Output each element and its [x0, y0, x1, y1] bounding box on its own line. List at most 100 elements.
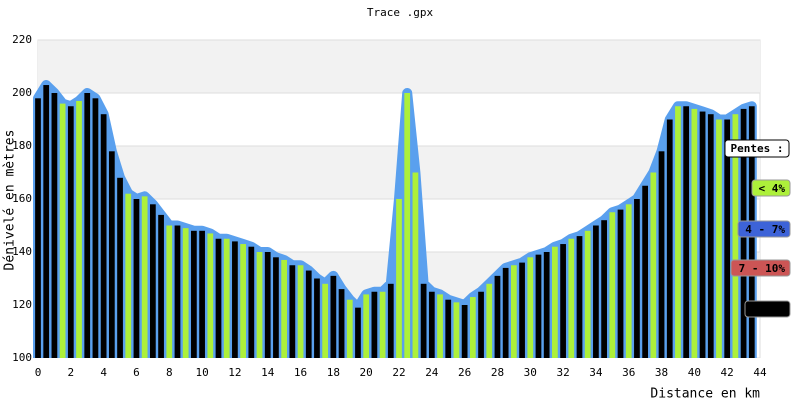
- bar: [371, 291, 378, 358]
- x-tick-label: 36: [622, 366, 635, 379]
- bar: [666, 119, 673, 358]
- bar: [445, 299, 452, 358]
- bar: [650, 172, 657, 358]
- bar: [625, 204, 632, 358]
- bar: [593, 225, 599, 358]
- x-tick-label: 38: [655, 366, 668, 379]
- bar: [658, 151, 665, 358]
- bar: [724, 119, 731, 358]
- bar: [412, 172, 419, 358]
- bar: [289, 265, 296, 358]
- bar: [322, 283, 329, 358]
- x-tick-label: 34: [589, 366, 603, 379]
- x-tick-label: 26: [458, 366, 471, 379]
- x-tick-label: 4: [100, 366, 107, 379]
- y-tick-label: 100: [12, 351, 32, 364]
- bar: [133, 199, 140, 358]
- bar: [141, 196, 148, 358]
- bar: [379, 291, 386, 358]
- bar: [166, 225, 173, 358]
- x-tick-label: 10: [195, 366, 208, 379]
- bar: [584, 230, 591, 358]
- bar: [560, 244, 566, 358]
- chart-title: Trace .gpx: [367, 6, 434, 19]
- bar: [609, 212, 616, 358]
- legend-swatch: [737, 220, 791, 238]
- bar: [601, 220, 607, 358]
- x-tick-label: 16: [294, 366, 307, 379]
- bar: [420, 283, 427, 358]
- bar: [248, 246, 255, 358]
- x-tick-label: 42: [721, 366, 734, 379]
- bar: [305, 270, 312, 358]
- bar: [683, 106, 690, 358]
- bar: [158, 214, 164, 358]
- bar: [223, 238, 230, 358]
- bar: [182, 228, 189, 358]
- x-tick-label: 44: [753, 366, 767, 379]
- y-tick-label: 120: [12, 298, 32, 311]
- bar: [675, 106, 681, 358]
- x-tick-label: 32: [556, 366, 569, 379]
- x-tick-label: 6: [133, 366, 140, 379]
- bar: [67, 106, 74, 358]
- legend-swatch: [730, 259, 791, 277]
- bar: [535, 254, 542, 358]
- bar: [519, 262, 525, 358]
- y-tick-label: 140: [12, 245, 32, 258]
- bar: [108, 151, 115, 358]
- bar: [404, 93, 411, 358]
- bar: [453, 302, 460, 358]
- bar: [199, 230, 205, 358]
- bar: [76, 100, 82, 358]
- x-tick-label: 40: [688, 366, 701, 379]
- y-axis-label: Dénivelé en mètres: [3, 130, 18, 271]
- x-tick-label: 2: [68, 366, 75, 379]
- bar: [264, 252, 271, 358]
- bar: [699, 111, 706, 358]
- bar: [207, 233, 214, 358]
- bar: [240, 244, 246, 358]
- legend-label: < 4%: [759, 182, 786, 195]
- bar: [297, 265, 304, 358]
- bar: [428, 291, 435, 358]
- legend-swatch: [751, 179, 791, 197]
- clip-bottom: [32, 358, 766, 366]
- bar: [215, 238, 222, 358]
- x-tick-label: 0: [35, 366, 42, 379]
- grid-band: [38, 40, 760, 93]
- bar: [716, 119, 722, 358]
- bar: [355, 307, 361, 358]
- bar: [568, 238, 575, 358]
- bar: [363, 294, 370, 358]
- bar: [732, 114, 739, 358]
- bar: [437, 294, 443, 358]
- bar: [330, 275, 337, 358]
- bar: [51, 93, 58, 358]
- bar: [469, 297, 476, 358]
- bar: [281, 259, 288, 358]
- bar: [149, 204, 156, 358]
- bar: [510, 265, 517, 358]
- x-axis-label: Distance en km: [650, 387, 760, 400]
- bar: [634, 199, 640, 358]
- bar: [125, 193, 132, 358]
- x-tick-label: 30: [524, 366, 537, 379]
- bar: [387, 283, 394, 358]
- legend-label: 7 - 10%: [739, 262, 786, 275]
- bar: [117, 177, 123, 358]
- bar: [486, 283, 493, 358]
- bar: [576, 236, 583, 358]
- bar: [707, 114, 714, 358]
- bar: [174, 225, 181, 358]
- bar: [43, 85, 50, 359]
- legend-label: 4 - 7%: [745, 223, 785, 236]
- x-tick-label: 28: [491, 366, 504, 379]
- bar: [92, 98, 99, 359]
- bar: [396, 199, 402, 358]
- bar: [461, 305, 468, 358]
- bar: [552, 246, 558, 358]
- bar: [232, 241, 238, 358]
- bar: [191, 230, 197, 358]
- bar: [35, 98, 41, 359]
